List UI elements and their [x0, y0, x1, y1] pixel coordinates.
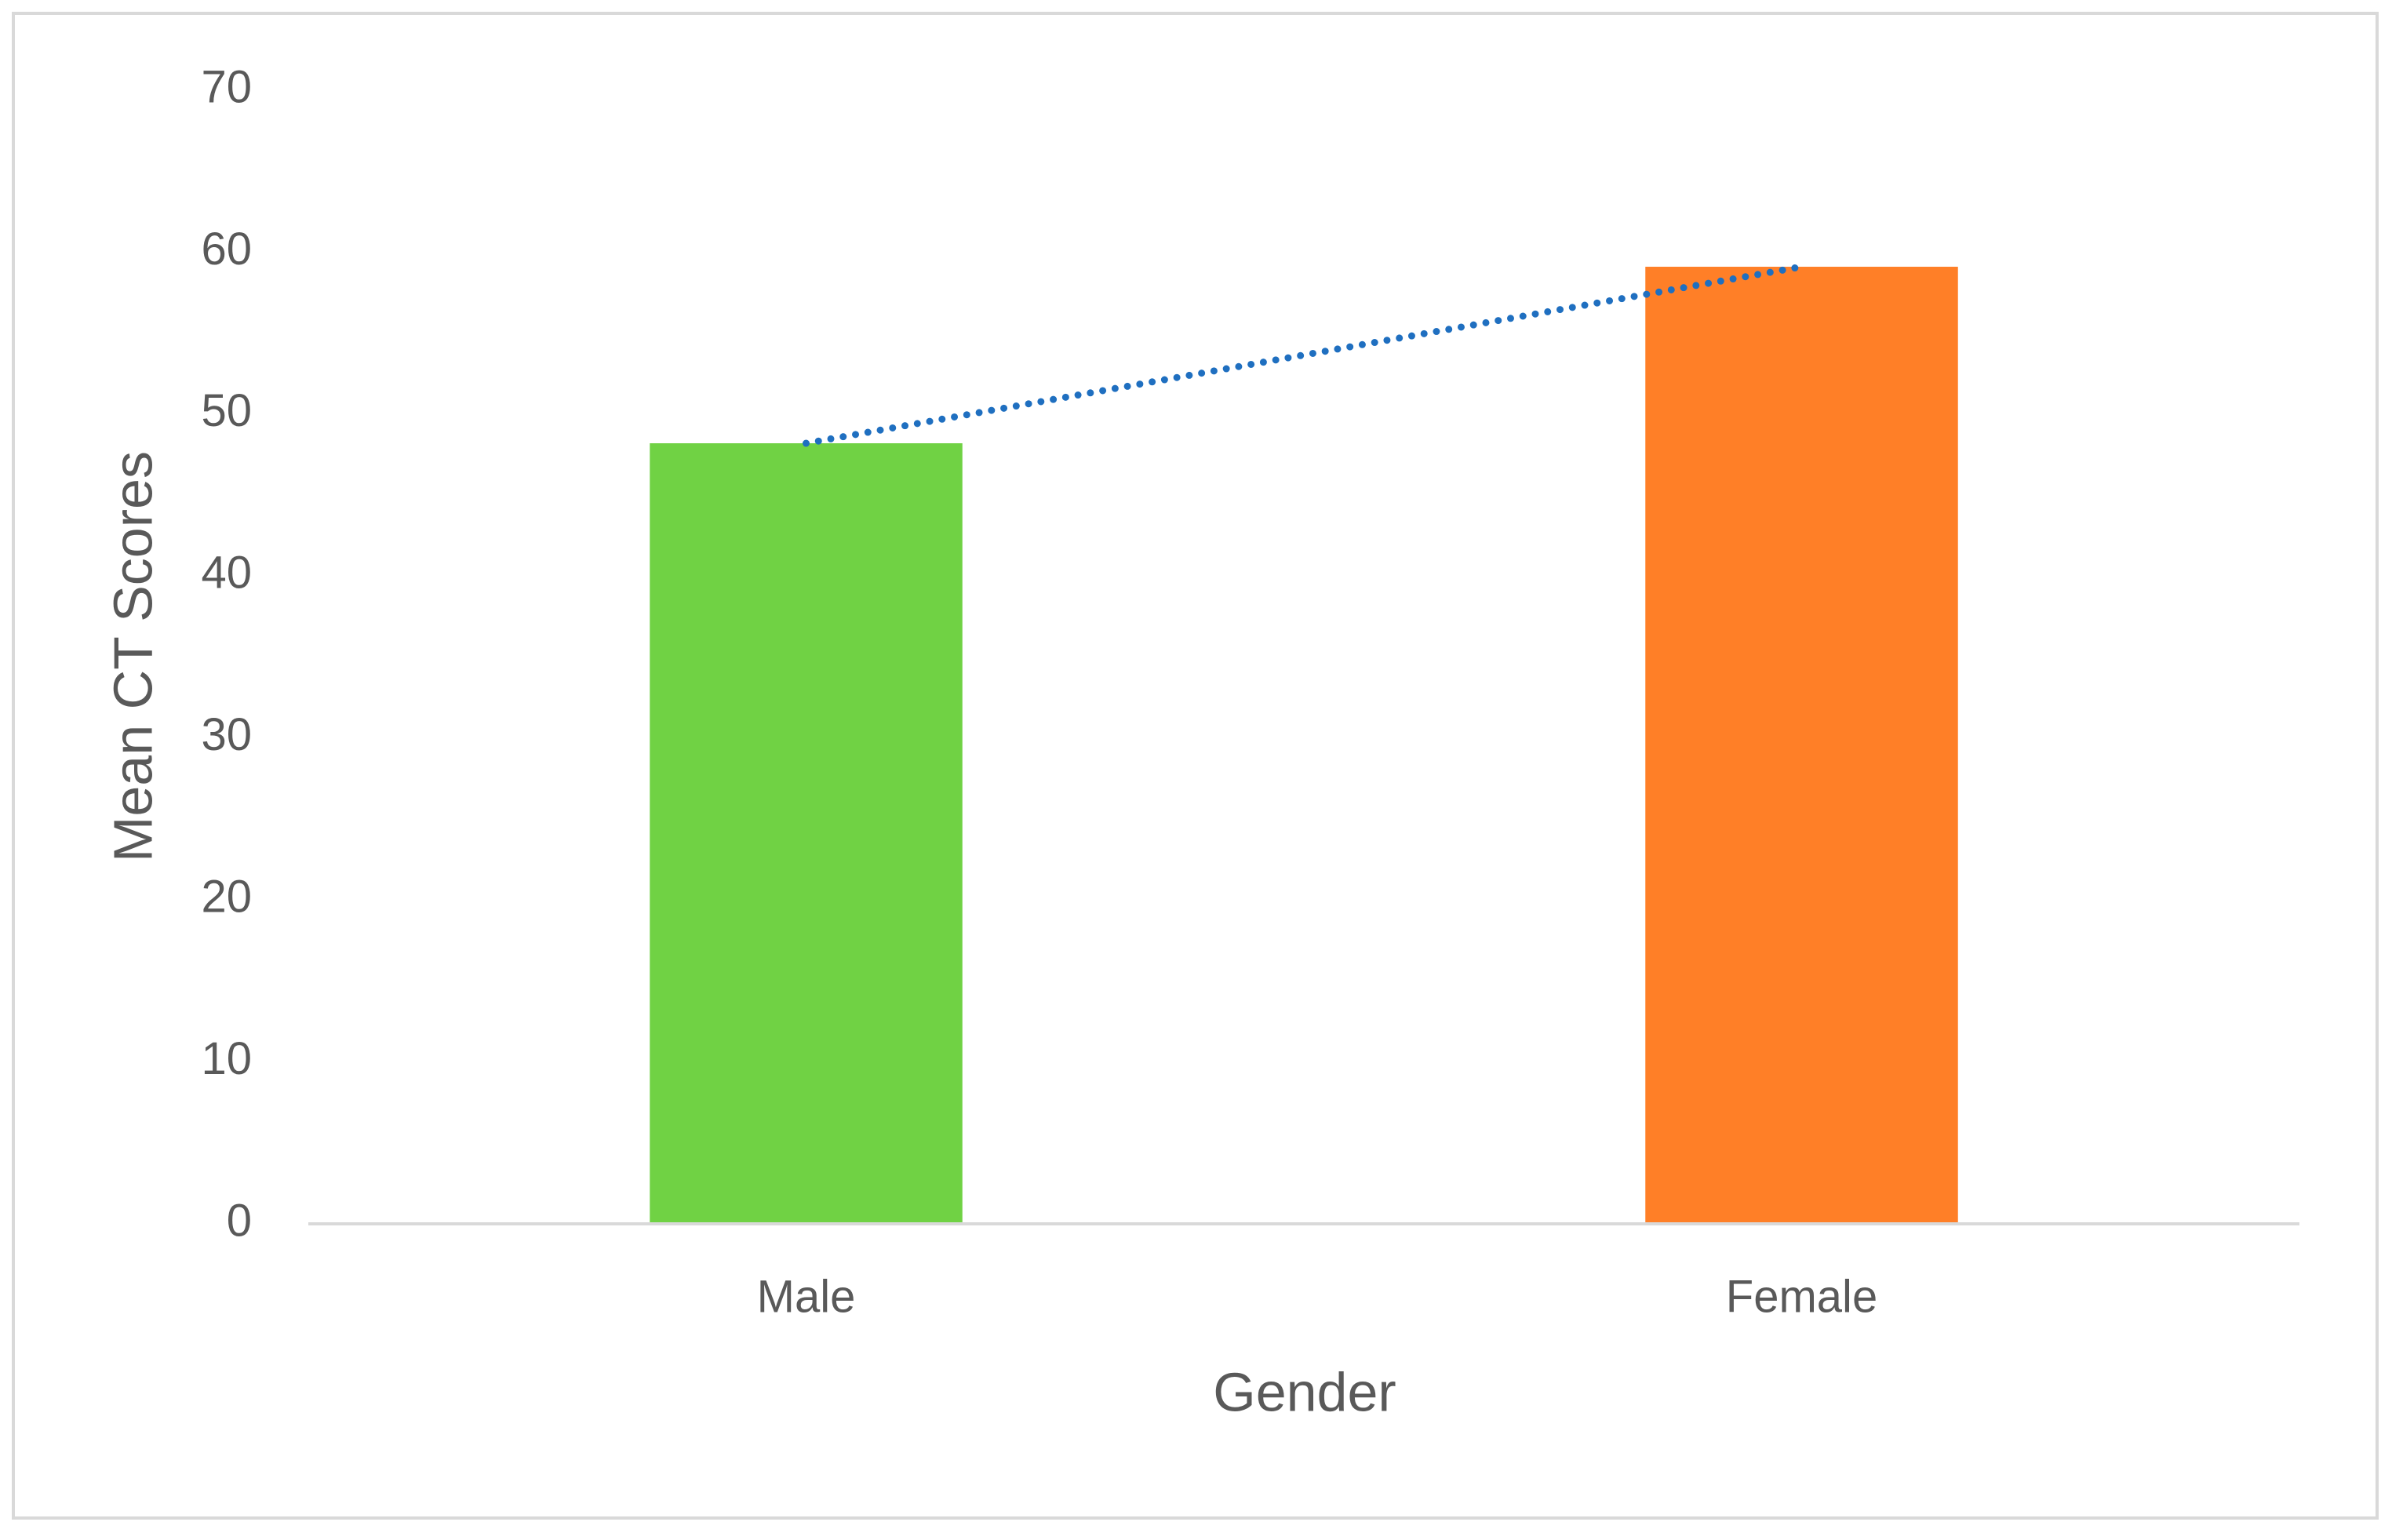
x-tick-label: Female [1726, 1271, 1877, 1322]
y-tick-label: 40 [201, 548, 252, 599]
y-tick-label: 10 [201, 1033, 252, 1084]
y-tick-label: 30 [201, 709, 252, 760]
y-axis-title: Mean CT Scores [102, 451, 163, 862]
y-tick-label: 0 [227, 1195, 252, 1246]
chart-border [12, 12, 2379, 1520]
x-axis-title: Gender [1213, 1361, 1396, 1422]
y-tick-label: 70 [201, 61, 252, 112]
x-tick-label: Male [757, 1271, 856, 1322]
trendline [803, 263, 1805, 447]
bar [1645, 267, 1958, 1225]
y-tick-label: 60 [201, 224, 252, 275]
y-tick-label: 20 [201, 871, 252, 922]
y-tick-label: 50 [201, 385, 252, 436]
bar [650, 443, 963, 1224]
